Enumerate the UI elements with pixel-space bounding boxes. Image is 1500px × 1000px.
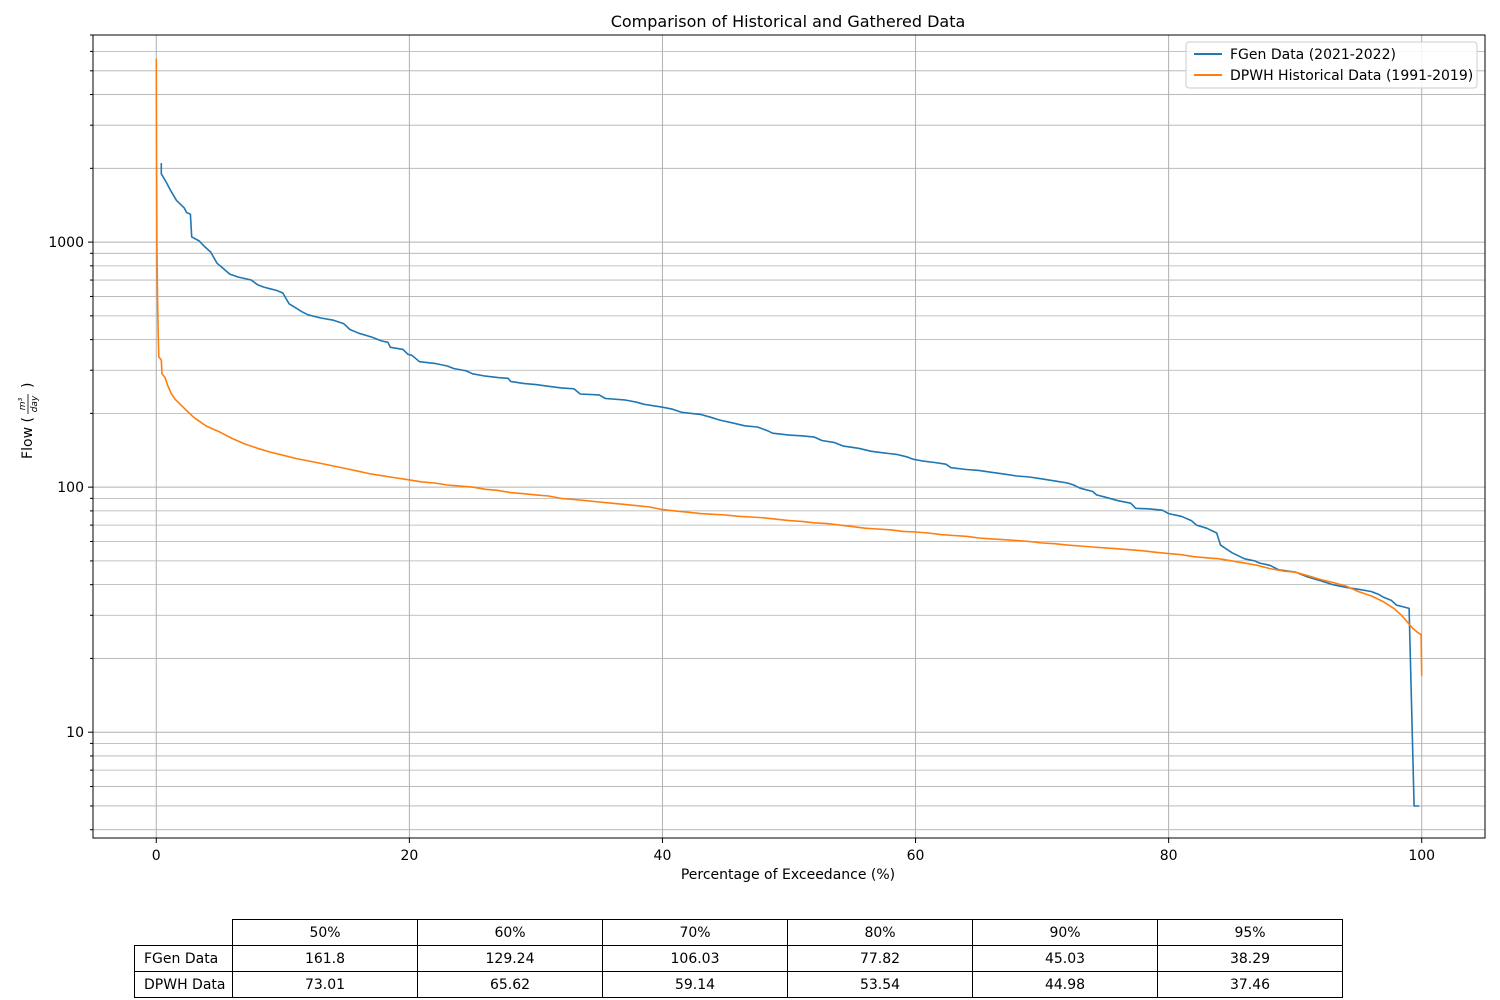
y-axis-unit-denominator: day: [30, 395, 40, 412]
table-cell: 73.01: [232, 971, 418, 998]
table-cell: 129.24: [417, 945, 603, 972]
x-tick-label: 40: [654, 848, 672, 864]
table-row: DPWH Data 73.01 65.62 59.14 53.54 44.98 …: [134, 971, 1343, 998]
table-corner: [135, 920, 233, 946]
table-header-cell: 90%: [972, 919, 1158, 946]
table-cell: 44.98: [972, 971, 1158, 998]
table-cell: 53.54: [787, 971, 973, 998]
table-cell: 65.62: [417, 971, 603, 998]
chart-title: Comparison of Historical and Gathered Da…: [611, 12, 966, 31]
legend: FGen Data (2021-2022) DPWH Historical Da…: [1185, 41, 1478, 89]
y-tick-label: 10: [66, 725, 84, 741]
y-axis-label: Flow (: [20, 417, 36, 459]
table-cell: 45.03: [972, 945, 1158, 972]
axis-ticks: 0 20 40 60 80 100 10 100 1000: [48, 34, 1435, 864]
series-line-1: [155, 58, 1423, 676]
table-cell: 59.14: [602, 971, 788, 998]
y-axis-label-text: Flow: [20, 427, 36, 459]
plot-frame: [92, 34, 1486, 839]
x-axis-label: Percentage of Exceedance (%): [681, 867, 895, 883]
table-row: FGen Data 161.8 129.24 106.03 77.82 45.0…: [134, 945, 1343, 972]
table-cell: 77.82: [787, 945, 973, 972]
table-cell: 161.8: [232, 945, 418, 972]
exceedance-chart: 0 20 40 60 80 100 10 100 1000 Comparison of Hist…: [18, 12, 1486, 883]
x-tick-label: 100: [1408, 848, 1435, 864]
y-tick-label: 1000: [48, 235, 84, 251]
svg-text:Flow (: Flow (: [20, 417, 36, 459]
table-header-cell: 70%: [602, 919, 788, 946]
table-row-label: DPWH Data: [134, 971, 233, 998]
svg-text:): ): [20, 383, 36, 388]
y-axis-unit: m³ day ): [18, 383, 40, 414]
x-tick-label: 0: [152, 848, 161, 864]
series-line-0: [160, 163, 1420, 807]
y-tick-label: 100: [57, 480, 84, 496]
table-header-cell: 95%: [1157, 919, 1343, 946]
grid-lines: [93, 34, 1485, 838]
series-lines: [155, 58, 1423, 807]
table-cell: 37.46: [1157, 971, 1343, 998]
table-header-cell: 60%: [417, 919, 603, 946]
table-cell: 106.03: [602, 945, 788, 972]
table-row-label: FGen Data: [134, 945, 233, 972]
table-header-cell: 50%: [232, 919, 418, 946]
legend-label-fgen: FGen Data (2021-2022): [1230, 47, 1396, 63]
y-axis-unit-numerator: m³: [18, 397, 28, 410]
table-header-row: 50% 60% 70% 80% 90% 95%: [135, 919, 1343, 946]
table-cell: 38.29: [1157, 945, 1343, 972]
x-tick-label: 80: [1160, 848, 1178, 864]
legend-label-dpwh: DPWH Historical Data (1991-2019): [1230, 68, 1473, 84]
x-tick-label: 20: [400, 848, 418, 864]
x-tick-label: 60: [907, 848, 925, 864]
legend-box: [1185, 41, 1478, 89]
table-header-cell: 80%: [787, 919, 973, 946]
exceedance-table: 50% 60% 70% 80% 90% 95% FGen Data 161.8 …: [134, 919, 1343, 998]
